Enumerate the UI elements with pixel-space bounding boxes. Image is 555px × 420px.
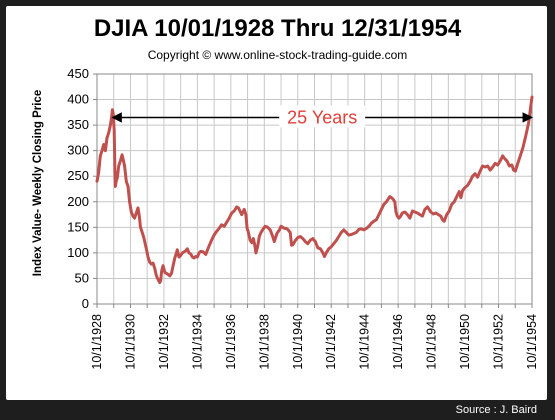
- x-tick-labels: 10/1/1928 10/1/1930 10/1/1932 10/1/1934 10/1…: [90, 314, 539, 370]
- djia-line: [95, 95, 534, 284]
- x-tick-label: 10/1/1932: [157, 314, 171, 370]
- annotation-layer: 25 Years: [111, 105, 534, 128]
- plot-border: [96, 73, 533, 305]
- x-tick-label: 10/1/1944: [358, 314, 372, 370]
- annotation-label-bg: [279, 105, 366, 128]
- y-tick-label: 50: [75, 270, 89, 285]
- axes: [93, 73, 533, 308]
- x-tick-label: 10/1/1954: [525, 314, 539, 370]
- y-axis-label: Index Value- Weekly Closing Price: [32, 90, 44, 276]
- y-tick-label: 150: [67, 219, 89, 234]
- chart-panel: [6, 6, 547, 400]
- y-tick-label: 200: [67, 194, 89, 209]
- y-tick-label: 300: [67, 143, 89, 158]
- x-tick-label: 10/1/1946: [391, 314, 405, 370]
- x-tick-label: 10/1/1948: [425, 314, 439, 370]
- y-tick-label: 450: [67, 66, 89, 81]
- x-tick-label: 10/1/1936: [224, 314, 238, 370]
- series-layer: [95, 95, 534, 284]
- chart-subtitle: Copyright © www.online-stock-trading-gui…: [147, 48, 408, 62]
- chart-title: DJIA 10/01/1928 Thru 12/31/1954: [93, 15, 462, 42]
- x-tick-label: 10/1/1950: [458, 314, 472, 370]
- x-tick-label: 10/1/1934: [190, 314, 204, 370]
- y-tick-label: 400: [67, 92, 89, 107]
- y-tick-label: 100: [67, 245, 89, 260]
- x-tick-label: 10/1/1952: [492, 314, 506, 370]
- y-tick-label: 0: [82, 296, 89, 311]
- x-tick-label: 10/1/1930: [123, 314, 137, 370]
- annotation-label: 25 Years: [287, 107, 357, 127]
- x-tick-label: 10/1/1928: [90, 314, 104, 370]
- x-tick-label: 10/1/1942: [324, 314, 338, 370]
- y-tick-label: 250: [67, 168, 89, 183]
- source-label: Source : J. Baird: [455, 404, 537, 416]
- y-tick-label: 350: [67, 117, 89, 132]
- x-tick-label: 10/1/1938: [257, 314, 271, 370]
- x-tick-label: 10/1/1940: [291, 314, 305, 370]
- y-tick-labels: 0 50 100 150 200 250 300 350 400 450: [67, 66, 89, 311]
